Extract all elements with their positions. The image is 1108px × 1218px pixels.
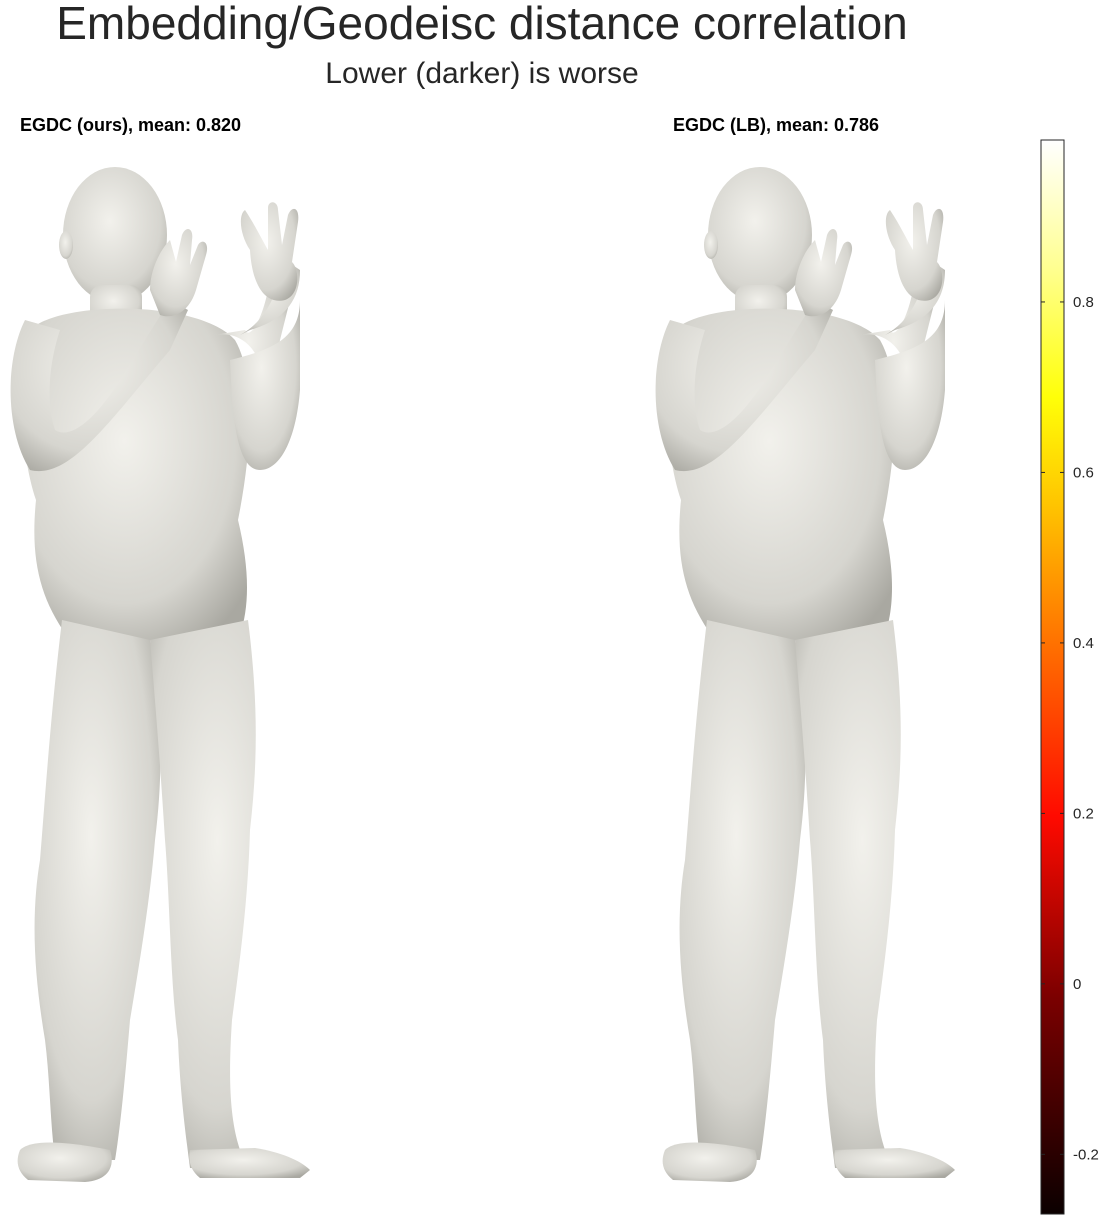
colorbar-ticks: -0.2 0 0.2 0.4 0.6 0.8: [1041, 294, 1099, 1163]
colorbar-tick-label: 0: [1073, 976, 1081, 993]
body-base-ours: [10, 167, 310, 1182]
colorbar-frame: [1040, 139, 1065, 1215]
panel-title-ours: EGDC (ours), mean: 0.820: [20, 115, 242, 135]
colorbar-gradient: [1041, 140, 1064, 1214]
colorbar-tick-label: 0.2: [1073, 805, 1094, 822]
body-base-lb: [655, 167, 955, 1182]
mesh-panel-lb: [655, 167, 955, 1182]
colorbar-tick-label: 0.6: [1073, 464, 1094, 481]
figure-subtitle: Lower (darker) is worse: [325, 57, 639, 90]
colorbar: -0.2 0 0.2 0.4 0.6 0.8: [1040, 139, 1099, 1215]
panel-title-lb: EGDC (LB), mean: 0.786: [673, 115, 880, 135]
mesh-panel-ours: [10, 167, 310, 1182]
colorbar-tick-label: 0.8: [1073, 294, 1094, 311]
colorbar-tick-label: -0.2: [1073, 1146, 1099, 1163]
figure-title: Embedding/Geodeisc distance correlation: [56, 0, 908, 49]
colorbar-tick-label: 0.4: [1073, 635, 1094, 652]
